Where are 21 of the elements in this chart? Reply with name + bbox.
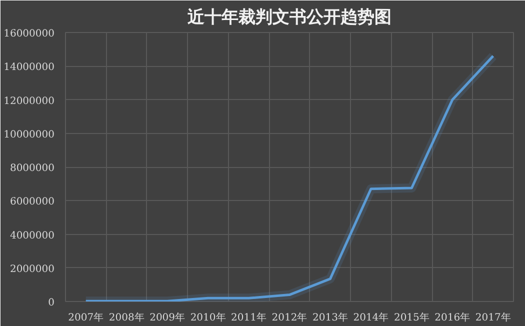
y-tick-label: 0 bbox=[48, 298, 55, 308]
y-tick-label: 8000000 bbox=[10, 163, 55, 174]
chart-title: 近十年裁判文书公开趋势图 bbox=[186, 8, 392, 28]
x-tick-label: 2011年 bbox=[231, 312, 266, 324]
x-tick-label: 2010年 bbox=[190, 312, 226, 324]
x-tick-label: 2017年 bbox=[475, 312, 511, 324]
x-tick-label: 2013年 bbox=[312, 312, 348, 324]
x-tick-label: 2015年 bbox=[394, 312, 430, 324]
y-tick-label: 10000000 bbox=[4, 129, 55, 140]
y-tick-label: 4000000 bbox=[10, 230, 55, 242]
x-tick-label: 2009年 bbox=[150, 312, 186, 324]
x-tick-label: 2007年 bbox=[68, 312, 104, 324]
y-tick-label: 2000000 bbox=[10, 264, 55, 275]
x-tick-label: 2014年 bbox=[353, 312, 389, 324]
y-tick-label: 16000000 bbox=[4, 28, 55, 40]
x-tick-label: 2016年 bbox=[434, 312, 470, 324]
x-tick-label: 2012年 bbox=[272, 312, 308, 324]
y-tick-label: 14000000 bbox=[4, 62, 55, 74]
x-tick-label: 2008年 bbox=[108, 312, 144, 324]
y-tick-label: 12000000 bbox=[4, 96, 55, 107]
y-tick-label: 6000000 bbox=[10, 196, 55, 208]
